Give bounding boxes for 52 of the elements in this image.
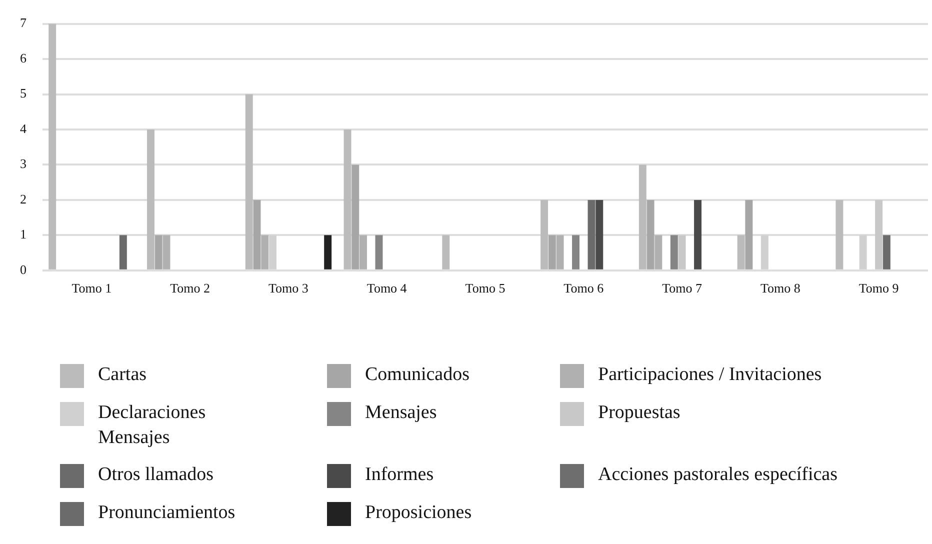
bar (48, 24, 56, 270)
legend-label: Cartas (98, 363, 147, 387)
legend-label: Acciones pastorales específicas (598, 463, 838, 487)
legend-label: Comunicados (365, 363, 470, 387)
bar (670, 235, 678, 270)
bar (324, 235, 332, 270)
bar (119, 235, 127, 270)
x-tick-label: Tomo 8 (760, 280, 800, 296)
legend-label: Propuestas (598, 401, 680, 425)
y-tick-label: 5 (20, 86, 26, 101)
y-tick-label: 0 (20, 262, 26, 277)
bar (836, 200, 844, 270)
bar (375, 235, 383, 270)
bar (245, 94, 253, 270)
bar (344, 129, 352, 270)
bar (146, 129, 154, 270)
bar (678, 235, 686, 270)
bar (875, 200, 883, 270)
bar (882, 235, 890, 270)
legend-label: Mensajes (365, 401, 437, 425)
bar (540, 200, 548, 270)
bar (859, 235, 867, 270)
y-tick-label: 2 (20, 191, 26, 206)
x-tick-label: Tomo 9 (858, 280, 899, 296)
x-tick-label: Tomo 5 (465, 280, 506, 296)
bar (442, 235, 450, 270)
x-tick-label: Tomo 3 (268, 280, 308, 296)
bar (745, 200, 753, 270)
legend-label: Participaciones / Invitaciones (598, 363, 822, 387)
bar (737, 235, 745, 270)
legend-label: Declaraciones Mensajes (98, 401, 207, 450)
bar (638, 164, 646, 270)
y-tick-label: 6 (20, 50, 27, 66)
x-tick-label: Tomo 2 (170, 280, 210, 296)
x-tick-label: Tomo 6 (564, 280, 604, 296)
bar (268, 235, 276, 270)
bar (694, 200, 702, 270)
legend-label: Proposiciones (365, 501, 472, 525)
y-tick-label: 4 (20, 120, 27, 136)
bar (588, 200, 596, 270)
y-tick-label: 3 (20, 156, 26, 172)
bar (572, 235, 580, 270)
legend-label: Informes (365, 463, 434, 487)
legend-label: Otros llamados (98, 463, 214, 487)
y-tick-label: 1 (20, 226, 26, 242)
y-tick-label: 7 (20, 15, 27, 30)
legend-label: Pronunciamientos (98, 501, 236, 525)
x-tick-label: Tomo 1 (72, 280, 112, 296)
x-tick-label: Tomo 4 (366, 280, 408, 296)
bar (596, 200, 604, 270)
x-tick-label: Tomo 7 (662, 280, 702, 296)
bar (760, 235, 768, 270)
